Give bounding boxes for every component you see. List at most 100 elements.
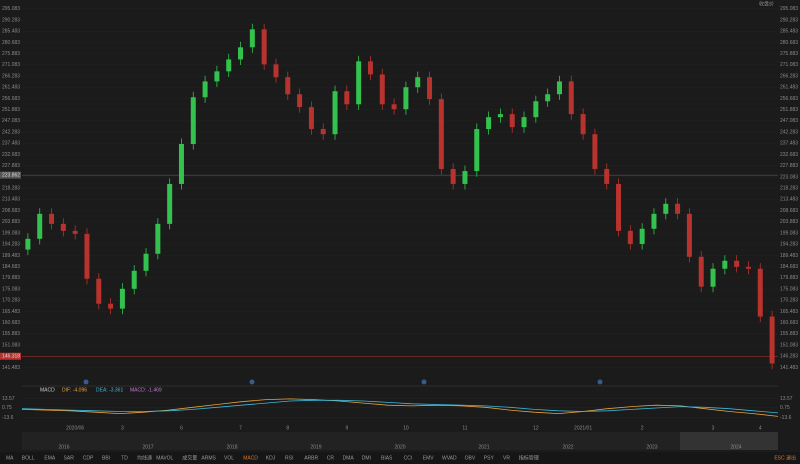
toolbar-item[interactable]: RSI — [285, 455, 293, 461]
y-tick-label-right: 266.283 — [780, 73, 798, 79]
toolbar-item[interactable]: 指标管理 — [519, 454, 539, 461]
toolbar-item[interactable]: CR — [327, 455, 335, 461]
overview-year: 2022 — [562, 444, 573, 450]
y-tick-label-right: 175.083 — [780, 286, 798, 292]
toolbar-item[interactable]: EMA — [44, 455, 56, 461]
y-tick-label: 251.883 — [2, 107, 20, 113]
y-tick-label: 218.283 — [2, 185, 20, 191]
toolbar-item[interactable]: BBI — [102, 455, 110, 461]
x-tick-label: 6 — [180, 425, 183, 431]
toolbar-item[interactable]: SAR — [64, 455, 75, 461]
candle-body — [131, 270, 137, 289]
toolbar-item[interactable]: BIAS — [381, 455, 393, 461]
y-tick-label-right: 151.083 — [780, 342, 798, 348]
x-tick-label: 3 — [712, 425, 715, 431]
candle-body — [521, 117, 527, 128]
y-tick-label-right: 285.483 — [780, 29, 798, 35]
x-tick-label: 11 — [462, 425, 467, 431]
toolbar-item[interactable]: 均线通 — [137, 454, 152, 461]
toolbar-item[interactable]: KDJ — [266, 455, 276, 461]
y-tick-label-right: 146.283 — [780, 354, 798, 360]
price-tag — [0, 171, 21, 179]
candle-body — [49, 213, 55, 224]
toolbar-item[interactable]: MA — [6, 455, 14, 461]
overview-window[interactable] — [680, 432, 778, 450]
y-tick-label-right: 247.083 — [780, 118, 798, 124]
toolbar-item[interactable]: BOLL — [22, 455, 35, 461]
indicator-line — [21, 398, 779, 417]
candle-body — [639, 228, 645, 244]
y-tick-label: 13.57 — [2, 396, 15, 402]
y-tick-label: 179.883 — [2, 275, 20, 281]
toolbar-item[interactable]: PSY — [484, 455, 495, 461]
toolbar-item[interactable]: MAVOL — [156, 455, 173, 461]
y-tick-label: 232.683 — [2, 152, 20, 158]
y-tick-label: 275.883 — [2, 51, 20, 57]
toolbar-item[interactable]: EMV — [423, 455, 435, 461]
indicator-line — [21, 399, 779, 414]
toolbar — [0, 452, 800, 464]
y-tick-label: 237.483 — [2, 141, 20, 147]
y-tick-label: 199.083 — [2, 230, 20, 236]
legend-entry[interactable]: DIF: -4.096 — [62, 387, 87, 393]
candle-body — [616, 183, 622, 231]
candle-body — [663, 203, 669, 214]
candle-body — [320, 129, 326, 135]
y-tick-label-right: 256.683 — [780, 96, 798, 102]
y-tick-label: 194.283 — [2, 242, 20, 248]
x-tick-label: 7 — [239, 425, 242, 431]
toolbar-item[interactable]: 成交量 — [182, 454, 197, 461]
toolbar-item[interactable]: WVAD — [442, 455, 457, 461]
candle-body — [379, 74, 385, 105]
indicator-annotation: MACD: -1.469 — [130, 387, 162, 393]
event-marker[interactable] — [83, 379, 89, 385]
toolbar-item[interactable]: OBV — [465, 455, 476, 461]
candle-body — [119, 288, 125, 309]
y-tick-label-right: 295.083 — [780, 6, 798, 12]
x-tick-label: 3 — [121, 425, 124, 431]
toolbar-item[interactable]: DMA — [343, 455, 355, 461]
y-tick-label-right: 141.483 — [780, 365, 798, 371]
toolbar-item[interactable]: MACD — [243, 455, 258, 461]
event-marker[interactable] — [421, 379, 427, 385]
candle-body — [757, 268, 763, 317]
candle-body — [769, 316, 775, 364]
toolbar-item[interactable]: CCI — [404, 455, 413, 461]
toolbar-item[interactable]: DMI — [362, 455, 371, 461]
exit-button[interactable]: ESC 退出 — [774, 454, 796, 461]
candle-body — [60, 223, 66, 231]
event-marker[interactable] — [249, 379, 255, 385]
candle-body — [391, 104, 397, 110]
toolbar-item[interactable]: ARBR — [304, 455, 318, 461]
toolbar-item[interactable]: VR — [503, 455, 510, 461]
y-tick-label-right: 160.683 — [780, 320, 798, 326]
y-tick-label: 271.083 — [2, 62, 20, 68]
overview-year: 2017 — [142, 444, 153, 450]
y-tick-label-right: 227.883 — [780, 163, 798, 169]
candle-body — [462, 171, 468, 184]
candle-body — [438, 99, 444, 169]
toolbar-item[interactable]: VOL — [224, 455, 234, 461]
candle-body — [450, 168, 456, 184]
toolbar-item[interactable]: ARMS — [201, 455, 216, 461]
event-marker[interactable] — [597, 379, 603, 385]
candle-body — [497, 114, 503, 118]
toolbar-item[interactable]: CDP — [83, 455, 94, 461]
candle-body — [155, 223, 161, 254]
candle-body — [474, 129, 480, 172]
y-tick-label-right: 189.483 — [780, 253, 798, 259]
legend-entry[interactable]: DEA: -3.361 — [96, 387, 123, 393]
candle-body — [249, 29, 255, 48]
candle-body — [285, 77, 291, 95]
overview-year: 2023 — [646, 444, 657, 450]
candle-body — [367, 61, 373, 75]
overview-year: 2016 — [58, 444, 69, 450]
y-tick-label: 151.083 — [2, 342, 20, 348]
price-label: 146.318 — [2, 354, 20, 360]
top-right-label: 收盘价 — [759, 0, 774, 7]
candle-body — [427, 77, 433, 100]
toolbar-item[interactable]: TD — [121, 455, 128, 461]
candle-body — [72, 230, 78, 234]
y-tick-label: 155.883 — [2, 331, 20, 337]
